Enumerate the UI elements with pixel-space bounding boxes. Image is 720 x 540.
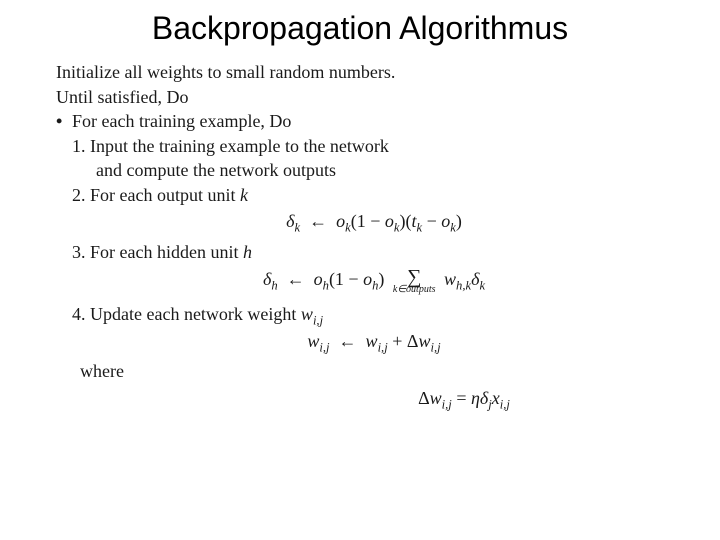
step-4-text: 4. Update each network weight (72, 304, 296, 324)
uw-ij3: i,j (430, 340, 440, 354)
slide-container: Backpropagation Algorithmus Initialize a… (0, 0, 720, 540)
where-line: where (56, 360, 692, 383)
dh-w-sub: h,k (456, 279, 471, 293)
step-1-line-a: 1. Input the training example to the net… (66, 135, 692, 158)
dh-summation: ∑ k∈outputs (393, 267, 436, 295)
dk-o1: o (336, 211, 345, 231)
dh-o1-sub: h (323, 279, 329, 293)
dk-o2: o (385, 211, 394, 231)
sigma-sub: k∈outputs (393, 285, 436, 295)
slide-title: Backpropagation Algorithmus (28, 10, 692, 47)
formula-delta-h: δh ← oh(1 − oh) ∑ k∈outputs wh,kδk (56, 267, 692, 295)
slide-body: Initialize all weights to small random n… (56, 61, 692, 409)
dw-eta: η (471, 388, 480, 408)
step-3-line: 3. For each hidden unit h (66, 241, 692, 264)
dk-o2-sub: k (394, 221, 400, 235)
formula-update-w: wi,j ← wi,j + Δwi,j (56, 330, 692, 353)
formula-delta-k: δk ← ok(1 − ok)(tk − ok) (56, 210, 692, 233)
line-foreach: For each training example, Do (56, 110, 692, 133)
uw-w1: w (307, 331, 319, 351)
dw-w: w (430, 388, 442, 408)
uw-ij1: i,j (319, 340, 329, 354)
dw-eq: = (456, 388, 466, 408)
dk-arrow: ← (309, 211, 327, 231)
dh-o1: o (314, 269, 323, 289)
uw-ij2: i,j (378, 340, 388, 354)
dh-lhs-sub: h (271, 279, 277, 293)
dk-lhs-sub: k (295, 221, 301, 235)
dh-dk-sub: k (479, 279, 485, 293)
dh-o2-sub: h (372, 279, 378, 293)
step-3-var-h: h (243, 242, 252, 262)
uw-w2: w (366, 331, 378, 351)
dk-o3: o (441, 211, 450, 231)
dw-delta: Δ (418, 388, 430, 408)
dw-ij: i,j (442, 397, 452, 411)
dh-w: w (444, 269, 456, 289)
step-3-text: 3. For each hidden unit (72, 242, 238, 262)
dw-x: x (492, 388, 500, 408)
line-until: Until satisfied, Do (56, 86, 692, 109)
step-1-line-b: and compute the network outputs (56, 159, 692, 182)
step-2-line: 2. For each output unit k (66, 184, 692, 207)
step-2-text: 2. For each output unit (72, 185, 235, 205)
dw-ij2: i,j (500, 397, 510, 411)
uw-w3: w (418, 331, 430, 351)
dk-o1-sub: k (345, 221, 351, 235)
dk-lhs-sym: δ (286, 211, 294, 231)
dh-o2: o (363, 269, 372, 289)
step-4-line: 4. Update each network weight wi,j (66, 303, 692, 326)
step-2-var-k: k (240, 185, 248, 205)
uw-arrow: ← (339, 331, 357, 351)
dk-t-sub: k (416, 221, 422, 235)
foreach-text: For each training example, Do (72, 111, 291, 131)
uw-delta: Δ (407, 331, 419, 351)
formula-delta-w: Δwi,j = ηδjxi,j (56, 387, 692, 410)
line-initialize: Initialize all weights to small random n… (56, 61, 692, 84)
step-4-ij: i,j (313, 314, 323, 328)
dh-arrow: ← (287, 269, 305, 289)
dk-o3-sub: k (450, 221, 456, 235)
step-4-w: w (301, 304, 313, 324)
